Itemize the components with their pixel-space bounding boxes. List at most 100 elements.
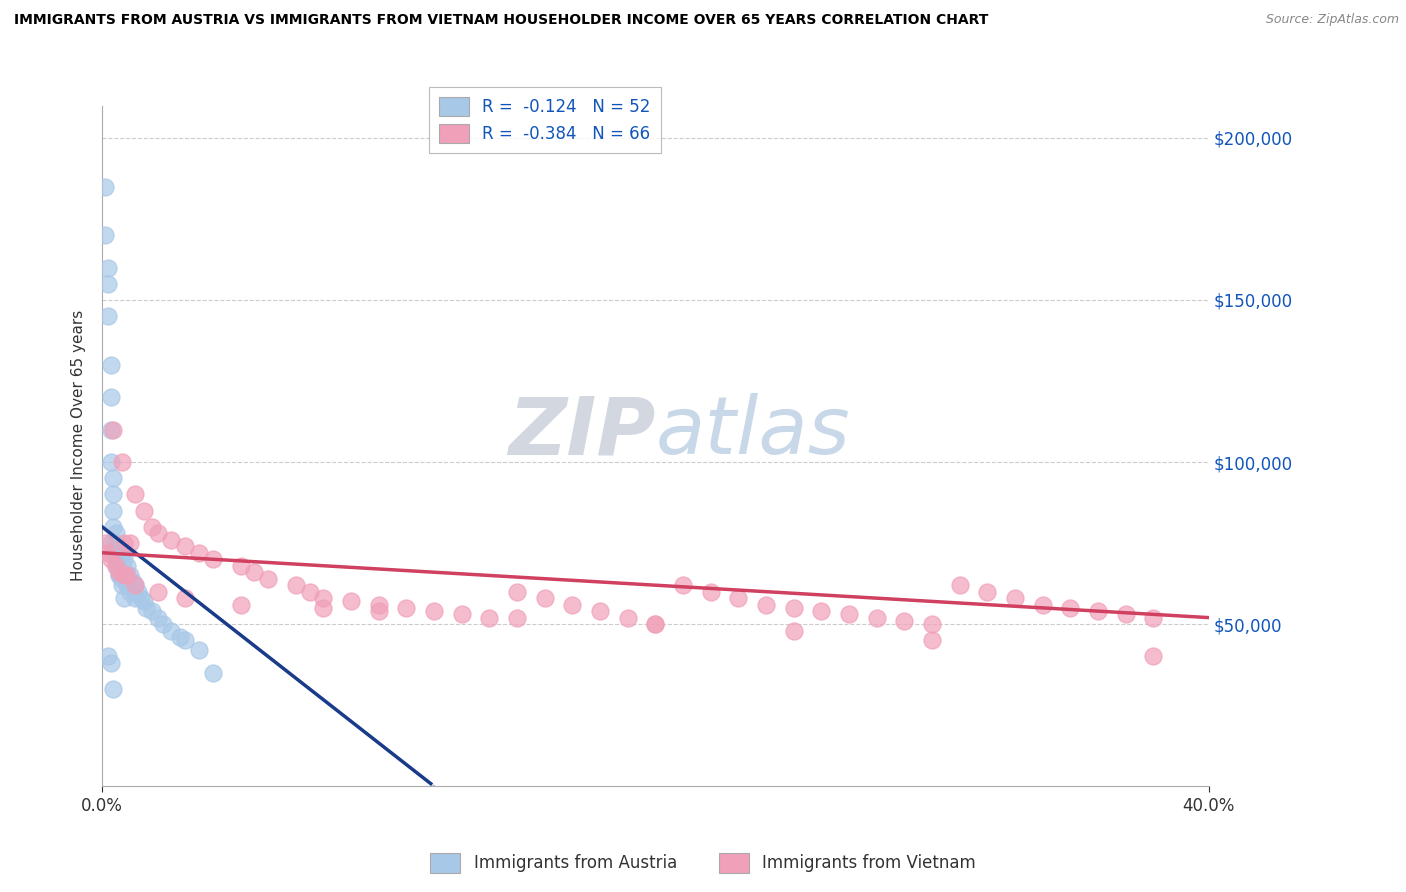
- Point: [124, 578, 146, 592]
- Point: [755, 598, 778, 612]
- Point: [103, 546, 125, 560]
- Point: [118, 536, 141, 550]
- Point: [174, 591, 197, 606]
- Point: [110, 455, 132, 469]
- Legend: Immigrants from Austria, Immigrants from Vietnam: Immigrants from Austria, Immigrants from…: [423, 847, 983, 880]
- Point: [866, 610, 889, 624]
- Legend: R =  -0.124   N = 52, R =  -0.384   N = 66: R = -0.124 N = 52, R = -0.384 N = 66: [429, 87, 661, 153]
- Point: [340, 594, 363, 608]
- Point: [100, 455, 122, 469]
- Point: [112, 568, 135, 582]
- Point: [129, 591, 152, 606]
- Point: [533, 591, 555, 606]
- Point: [103, 520, 125, 534]
- Point: [201, 665, 224, 680]
- Point: [160, 533, 183, 547]
- Point: [103, 487, 125, 501]
- Point: [838, 607, 860, 622]
- Point: [141, 604, 163, 618]
- Point: [103, 503, 125, 517]
- Point: [188, 546, 211, 560]
- Point: [243, 566, 266, 580]
- Point: [257, 572, 280, 586]
- Point: [118, 584, 141, 599]
- Point: [135, 600, 157, 615]
- Point: [100, 656, 122, 670]
- Point: [100, 423, 122, 437]
- Point: [103, 681, 125, 696]
- Point: [100, 358, 122, 372]
- Point: [112, 536, 135, 550]
- Point: [1059, 600, 1081, 615]
- Point: [921, 617, 943, 632]
- Point: [174, 633, 197, 648]
- Point: [124, 591, 146, 606]
- Point: [105, 542, 128, 557]
- Point: [97, 649, 120, 664]
- Point: [921, 633, 943, 648]
- Point: [188, 643, 211, 657]
- Point: [395, 600, 418, 615]
- Point: [506, 584, 529, 599]
- Point: [644, 617, 666, 632]
- Point: [1087, 604, 1109, 618]
- Point: [1142, 610, 1164, 624]
- Point: [174, 539, 197, 553]
- Point: [699, 584, 721, 599]
- Point: [100, 536, 122, 550]
- Point: [284, 578, 307, 592]
- Point: [112, 591, 135, 606]
- Point: [127, 584, 149, 599]
- Point: [589, 604, 612, 618]
- Point: [118, 568, 141, 582]
- Point: [108, 568, 131, 582]
- Point: [115, 558, 138, 573]
- Point: [949, 578, 972, 592]
- Point: [783, 600, 806, 615]
- Point: [94, 536, 117, 550]
- Point: [146, 610, 169, 624]
- Point: [103, 471, 125, 485]
- Point: [132, 594, 155, 608]
- Text: Source: ZipAtlas.com: Source: ZipAtlas.com: [1265, 13, 1399, 27]
- Point: [97, 546, 120, 560]
- Point: [298, 584, 321, 599]
- Point: [100, 390, 122, 404]
- Point: [112, 552, 135, 566]
- Point: [976, 584, 998, 599]
- Point: [152, 617, 174, 632]
- Point: [160, 624, 183, 638]
- Y-axis label: Householder Income Over 65 years: Householder Income Over 65 years: [72, 310, 86, 582]
- Point: [97, 309, 120, 323]
- Point: [229, 598, 252, 612]
- Point: [100, 552, 122, 566]
- Point: [97, 277, 120, 291]
- Point: [124, 487, 146, 501]
- Point: [201, 552, 224, 566]
- Point: [97, 260, 120, 275]
- Point: [124, 578, 146, 592]
- Text: IMMIGRANTS FROM AUSTRIA VS IMMIGRANTS FROM VIETNAM HOUSEHOLDER INCOME OVER 65 YE: IMMIGRANTS FROM AUSTRIA VS IMMIGRANTS FR…: [14, 13, 988, 28]
- Point: [108, 566, 131, 580]
- Point: [110, 558, 132, 573]
- Point: [110, 578, 132, 592]
- Point: [312, 591, 335, 606]
- Point: [561, 598, 583, 612]
- Point: [121, 574, 143, 589]
- Point: [644, 617, 666, 632]
- Point: [115, 568, 138, 582]
- Point: [616, 610, 638, 624]
- Point: [94, 179, 117, 194]
- Point: [146, 584, 169, 599]
- Point: [105, 536, 128, 550]
- Point: [146, 526, 169, 541]
- Point: [94, 228, 117, 243]
- Point: [112, 568, 135, 582]
- Point: [1032, 598, 1054, 612]
- Point: [783, 624, 806, 638]
- Point: [110, 572, 132, 586]
- Point: [478, 610, 501, 624]
- Point: [893, 614, 915, 628]
- Point: [132, 503, 155, 517]
- Point: [727, 591, 749, 606]
